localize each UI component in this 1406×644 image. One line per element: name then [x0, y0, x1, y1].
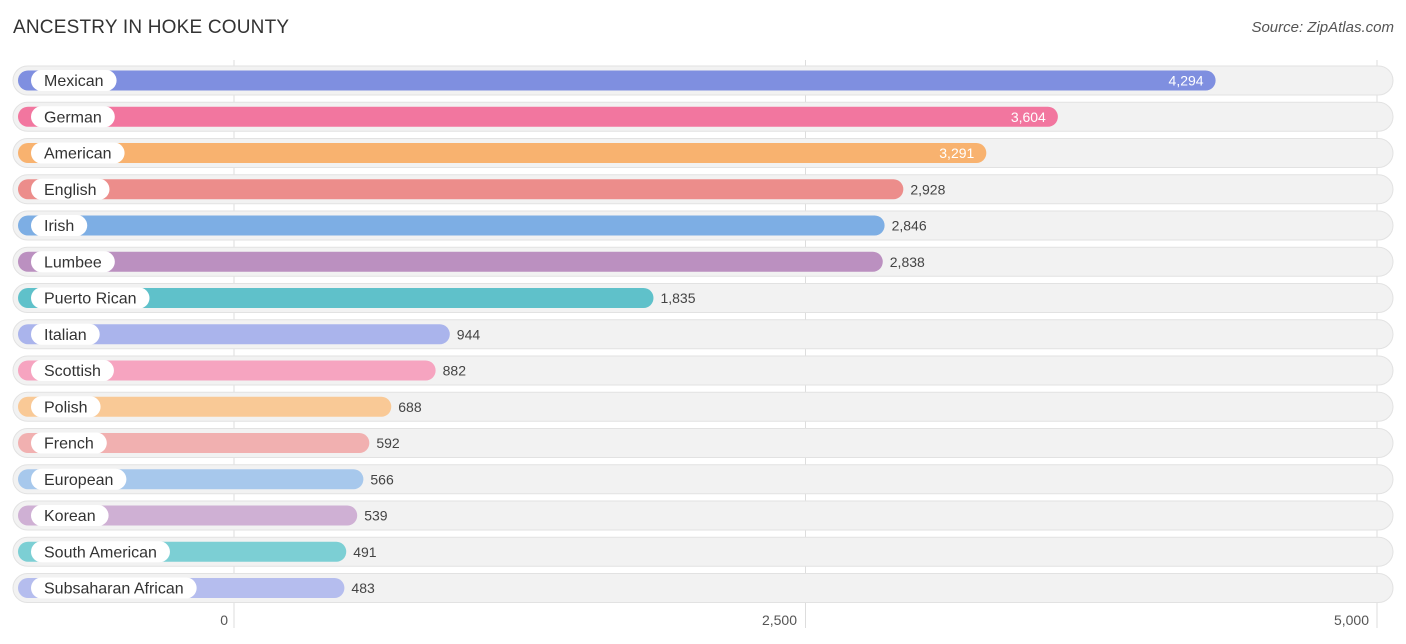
bar-label-pill	[31, 541, 170, 563]
bar-label-pill	[31, 505, 109, 526]
bar-label: Mexican	[44, 73, 104, 90]
bar	[18, 360, 436, 381]
bar-label-pill	[31, 360, 114, 381]
bar-label-pill	[31, 106, 115, 128]
bar-row: Irish 2,846	[12, 210, 1394, 241]
bar-row: Puerto Rican 1,835	[12, 283, 1394, 313]
bar-row: Subsaharan African 483	[12, 573, 1394, 603]
bar-value-label: 483	[351, 580, 375, 596]
bar-value-label: 539	[364, 508, 388, 524]
bar-label-pill	[31, 142, 125, 164]
bar-label: South American	[44, 544, 157, 561]
bar-label: Polish	[44, 399, 88, 416]
bar-value-label: 688	[398, 399, 422, 415]
bar	[18, 288, 654, 308]
bar-row: European 566	[12, 464, 1394, 495]
bar-label: Irish	[44, 218, 74, 235]
bar-label-pill	[31, 432, 107, 454]
bar	[18, 143, 987, 163]
bar-value-label: 592	[376, 435, 400, 451]
bar	[18, 106, 1058, 127]
bar-value-label: 882	[443, 363, 467, 379]
bar-label: French	[44, 436, 94, 453]
bar-label: Korean	[44, 508, 96, 525]
bar-track	[12, 573, 1394, 603]
bar-label: Lumbee	[44, 254, 102, 271]
bar-label: English	[44, 182, 96, 199]
bar-label-pill	[31, 178, 110, 200]
bar-label: Puerto Rican	[44, 291, 137, 308]
x-tick-label: 2,500	[762, 612, 797, 628]
bar-label: European	[44, 472, 113, 489]
bar-row: Mexican 4,294	[12, 65, 1394, 96]
bar-value-label: 2,846	[892, 218, 927, 234]
bar	[18, 433, 370, 453]
bar-value-label: 1,835	[660, 290, 695, 306]
bar	[18, 396, 392, 417]
bar-track	[12, 536, 1394, 567]
bar-value-label: 944	[457, 326, 481, 342]
bar-label: Subsaharan African	[44, 581, 184, 598]
bar-label: American	[44, 146, 112, 163]
bar-row: South American 491	[12, 536, 1394, 567]
x-axis-ticks: 0 2,500 5,000	[220, 612, 1369, 628]
bar-row: Korean 539	[12, 500, 1394, 531]
bar	[18, 70, 1216, 91]
bar-label-pill	[31, 577, 197, 599]
bar-label-pill	[31, 396, 101, 418]
bar-row: English 2,928	[12, 174, 1394, 205]
bar-label-pill	[31, 70, 117, 91]
bar-row: Scottish 882	[12, 355, 1394, 386]
chart-source: Source: ZipAtlas.com	[1251, 19, 1394, 36]
bar-label: Scottish	[44, 363, 101, 380]
bar-label: Italian	[44, 327, 87, 344]
bar-value-label: 3,291	[939, 145, 974, 161]
bar-row: Polish 688	[12, 391, 1394, 422]
bar-track	[12, 500, 1394, 531]
bar-row: Lumbee 2,838	[12, 246, 1394, 277]
bar-row: Italian 944	[12, 319, 1394, 350]
bar-label-pill	[31, 251, 115, 273]
chart-title: ANCESTRY IN HOKE COUNTY	[13, 17, 290, 38]
bar-row: American 3,291	[12, 138, 1394, 168]
bar-value-label: 491	[353, 544, 377, 560]
x-tick-label: 0	[220, 612, 228, 628]
bar-value-label: 3,604	[1011, 109, 1046, 125]
bar-label-pill	[31, 468, 127, 490]
bar	[18, 179, 904, 200]
bar	[18, 251, 883, 272]
bar	[18, 324, 450, 345]
bar-label-pill	[31, 323, 100, 345]
bar-value-label: 4,294	[1169, 73, 1204, 89]
bar-value-label: 2,838	[890, 254, 925, 270]
x-tick-label: 5,000	[1334, 612, 1369, 628]
bar-value-label: 566	[370, 471, 394, 487]
bar-label-pill	[31, 287, 150, 309]
bar-value-label: 2,928	[910, 181, 945, 197]
bar-label: German	[44, 109, 102, 126]
bar-label-pill	[31, 215, 88, 236]
bar-row: French 592	[12, 428, 1394, 458]
bar-row: German 3,604	[12, 101, 1394, 132]
bar-rows: Mexican 4,294 German 3,604 American 3,291 Engl…	[12, 65, 1394, 603]
bar	[18, 215, 885, 236]
